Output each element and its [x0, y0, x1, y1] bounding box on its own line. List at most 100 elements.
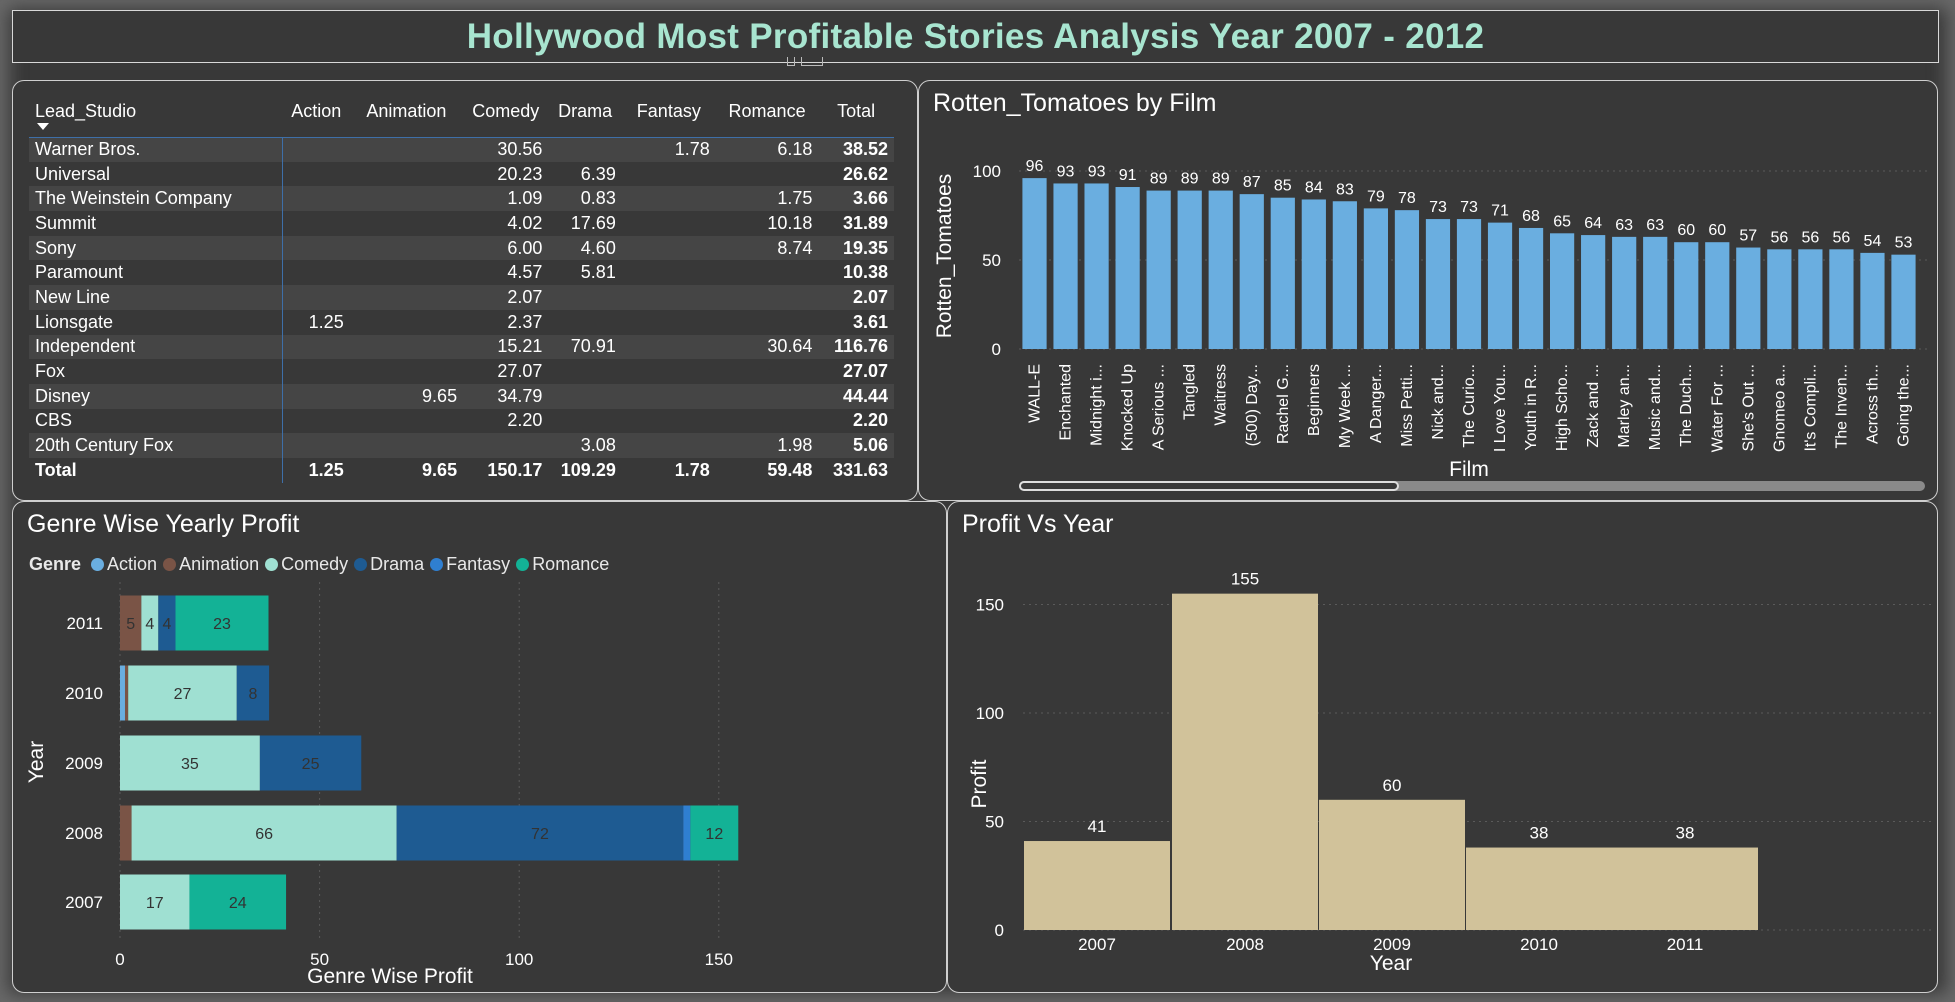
matrix-row[interactable]: Lionsgate 1.25 2.37 3.61	[29, 309, 894, 335]
legend-swatch	[354, 558, 368, 571]
scrollbar-thumb[interactable]	[1019, 481, 1399, 491]
matrix-row[interactable]: 20th Century Fox 3.08 1.98 5.06	[29, 433, 894, 458]
matrix-row[interactable]: CBS 2.20 2.20	[29, 408, 894, 434]
matrix-table[interactable]: Lead_Studio Action Animation Comedy Drama Fan…	[29, 91, 894, 483]
matrix-cell	[349, 334, 464, 360]
genre-data-label: 23	[213, 616, 231, 633]
matrix-row[interactable]: Summit 4.02 17.69 10.18 31.89	[29, 211, 894, 236]
matrix-cell: 1.98	[715, 433, 819, 458]
visual-header-icons[interactable]	[787, 57, 827, 67]
profit-data-label: 38	[1530, 824, 1549, 843]
matrix-total-row[interactable]: Total 1.25 9.65 150.17 109.29 1.78 59.48 331.63	[29, 457, 894, 483]
genre-legend[interactable]: Genre Action Animation Comedy Drama Fantasy R…	[29, 554, 615, 575]
legend-item-romance[interactable]: Romance	[516, 554, 609, 575]
rotten-bar	[1053, 183, 1078, 349]
matrix-row[interactable]: The Weinstein Company 1.09 0.83 1.75 3.66	[29, 186, 894, 212]
matrix-row[interactable]: Fox 27.07 27.07	[29, 359, 894, 384]
matrix-cell: 15.21	[463, 334, 549, 360]
rotten-bar	[1146, 190, 1171, 349]
matrix-cell	[548, 409, 621, 434]
matrix-header-action[interactable]: Action	[291, 101, 342, 121]
matrix-cell: 6.18	[715, 137, 819, 162]
matrix-cell	[283, 260, 350, 285]
genre-ytick-label: 2007	[65, 893, 103, 912]
rotten-xtick-label: Going the...	[1895, 364, 1912, 447]
genre-data-label: 4	[145, 616, 154, 633]
legend-item-drama[interactable]: Drama	[354, 554, 424, 575]
genre-bar-segment-action	[120, 665, 125, 721]
matrix-cell	[282, 186, 350, 212]
sort-descending-icon[interactable]	[37, 123, 49, 130]
matrix-cell	[622, 310, 716, 335]
matrix-header-lead-studio[interactable]: Lead_Studio	[29, 91, 283, 137]
matrix-header-fantasy[interactable]: Fantasy	[636, 101, 701, 121]
matrix-row[interactable]: Independent 15.21 70.91 30.64 116.76	[29, 334, 894, 360]
matrix-row-label: Universal	[29, 161, 284, 187]
legend-item-action[interactable]: Action	[91, 554, 157, 575]
legend-item-fantasy[interactable]: Fantasy	[430, 554, 510, 575]
matrix-row[interactable]: Paramount 4.57 5.81 10.38	[29, 260, 894, 286]
rotten-xtick-label: Miss Petti...	[1399, 364, 1416, 447]
legend-swatch	[430, 558, 444, 571]
matrix-cell: 1.78	[621, 137, 716, 162]
rotten-data-label: 73	[1429, 199, 1447, 216]
genre-bar-segment-romance	[690, 805, 739, 861]
legend-label: Comedy	[281, 554, 349, 574]
matrix-cell	[621, 433, 716, 458]
matrix-cell: 1.25	[308, 311, 344, 332]
film-axis-scrollbar[interactable]	[1019, 481, 1925, 491]
filter-icon[interactable]	[787, 57, 795, 66]
profit-ytick-label: 100	[976, 704, 1004, 723]
legend-item-comedy[interactable]: Comedy	[265, 554, 348, 575]
matrix-cell: 26.62	[842, 163, 888, 184]
profit-data-label: 38	[1676, 824, 1695, 843]
matrix-cell	[282, 235, 350, 261]
profit-xtick-label: 2011	[1667, 935, 1704, 954]
rotten-data-label: 93	[1088, 163, 1106, 180]
matrix-cell: 44.44	[818, 383, 894, 409]
matrix-row[interactable]: Sony 6.00 4.60 8.74 19.35	[29, 235, 894, 261]
matrix-cell: 27.07	[497, 361, 543, 382]
profit-vs-year-panel[interactable]: Profit Vs Year 0 50 100 150 41 2007 155 2008 60 2…	[947, 501, 1938, 993]
matrix-row[interactable]: Disney 9.65 34.79 44.44	[29, 383, 894, 409]
studio-genre-matrix-panel[interactable]: Lead_Studio Action Animation Comedy Drama Fan…	[12, 80, 918, 501]
matrix-cell	[715, 383, 819, 409]
rotten-bar	[1674, 242, 1699, 349]
matrix-row[interactable]: New Line 2.07 2.07	[29, 285, 894, 310]
genre-ytick-label: 2010	[65, 684, 103, 703]
matrix-row[interactable]: Universal 20.23 6.39 26.62	[29, 161, 894, 187]
matrix-table-container[interactable]: Lead_Studio Action Animation Comedy Drama Fan…	[29, 91, 899, 483]
rotten-xtick-label: A Danger...	[1368, 364, 1385, 443]
matrix-row-label: Fox	[29, 359, 284, 384]
rotten-xtick-label: Enchanted	[1058, 364, 1075, 441]
matrix-cell: 2.07	[818, 285, 894, 310]
genre-yearly-profit-panel[interactable]: Genre Wise Yearly Profit Genre Action Ani…	[12, 501, 947, 993]
legend-label: Fantasy	[446, 554, 511, 574]
genre-bar-segment-fantasy	[683, 805, 691, 861]
rotten-xtick-label: Tangled	[1182, 364, 1199, 420]
rotten-data-label: 64	[1584, 215, 1602, 232]
matrix-cell: 1.75	[715, 186, 819, 212]
profit-ytick-label: 50	[985, 813, 1004, 832]
rotten-tomatoes-panel[interactable]: Rotten_Tomatoes by Film 0 50 100 96 WALL-E 93…	[918, 80, 1938, 501]
matrix-cell	[463, 433, 549, 458]
matrix-cell: 9.65	[422, 459, 458, 480]
matrix-cell: 6.39	[580, 163, 616, 184]
matrix-header-drama[interactable]: Drama	[558, 101, 613, 121]
matrix-cell	[548, 137, 622, 162]
focus-mode-icon[interactable]	[801, 57, 823, 66]
matrix-header-animation[interactable]: Animation	[366, 101, 447, 121]
matrix-row[interactable]: Warner Bros. 30.56 1.78 6.18 38.52	[29, 137, 894, 162]
matrix-cell	[621, 285, 716, 310]
rotten-bar	[1084, 183, 1109, 349]
matrix-cell	[622, 359, 716, 384]
matrix-cell: 3.66	[818, 186, 894, 212]
matrix-header-comedy[interactable]: Comedy	[472, 101, 540, 121]
rotten-bar	[1208, 190, 1233, 349]
rotten-data-label: 56	[1833, 229, 1851, 246]
matrix-header-total[interactable]: Total	[837, 101, 876, 121]
genre-bar-segment-drama	[396, 805, 684, 861]
matrix-header-romance[interactable]: Romance	[728, 101, 806, 121]
rotten-bar	[1705, 242, 1730, 349]
legend-item-animation[interactable]: Animation	[163, 554, 259, 575]
